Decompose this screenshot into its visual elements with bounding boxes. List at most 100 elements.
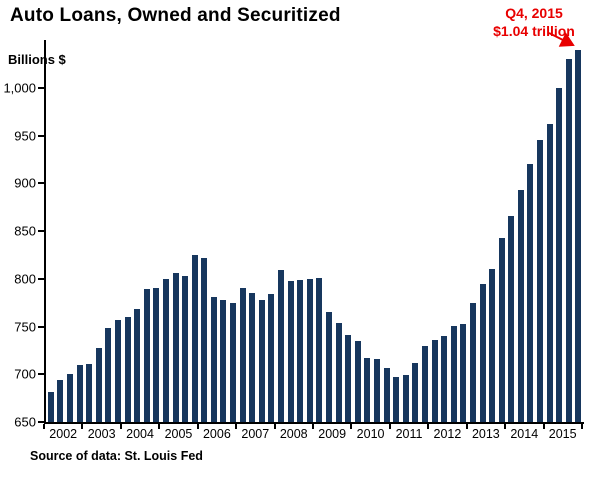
y-axis-title: Billions $ <box>8 52 66 67</box>
y-tick-mark-850 <box>38 230 44 232</box>
x-axis-label-2012: 2012 <box>433 427 462 441</box>
bar-2006-q3 <box>220 299 227 422</box>
y-tick-mark-750 <box>38 325 44 328</box>
bar-2002-q1 <box>47 392 54 422</box>
y-tick-mark-1000 <box>38 86 44 89</box>
bar-2005-q1 <box>162 278 169 422</box>
x-axis-label-2005: 2005 <box>164 427 193 441</box>
y-tick-mark-950 <box>38 134 44 137</box>
x-axis-label-2011: 2011 <box>395 427 423 441</box>
x-axis-label-2014: 2014 <box>510 427 539 441</box>
bar-2012-q4 <box>460 323 467 422</box>
bar-2005-q4 <box>191 254 198 422</box>
x-tick-mark-7 <box>312 424 314 429</box>
bar-2008-q1 <box>278 270 285 422</box>
bar-2008-q2 <box>287 280 294 422</box>
plot-area <box>44 40 584 424</box>
bar-2002-q2 <box>57 379 64 422</box>
bar-series <box>46 40 584 422</box>
bar-2007-q4 <box>268 294 275 422</box>
x-axis-label-2006: 2006 <box>202 427 231 441</box>
bar-2002-q4 <box>76 364 83 422</box>
bar-2007-q3 <box>258 299 265 422</box>
x-tick-mark-10 <box>427 424 430 429</box>
bar-2008-q3 <box>297 279 304 422</box>
bar-2015-q2 <box>556 87 563 422</box>
y-tick-mark-700 <box>38 373 44 376</box>
bar-2004-q2 <box>134 309 141 422</box>
highlight-annotation-value: $1.04 trillion <box>493 23 575 40</box>
bar-2010-q4 <box>383 367 390 422</box>
bar-2010-q3 <box>373 358 380 422</box>
bar-2004-q4 <box>153 288 160 422</box>
bar-2015-q1 <box>546 124 553 422</box>
source-note: Source of data: St. Louis Fed <box>30 449 203 463</box>
bar-2009-q2 <box>326 312 333 422</box>
x-tick-mark-12 <box>504 424 507 429</box>
bar-2014-q3 <box>527 164 534 422</box>
bar-2013-q2 <box>479 283 486 422</box>
bar-2013-q4 <box>498 237 505 422</box>
y-tick-label-850: 850 <box>14 223 36 239</box>
bar-2005-q3 <box>182 275 189 422</box>
bar-2003-q3 <box>105 328 112 422</box>
x-tick-mark-8 <box>350 424 353 429</box>
x-tick-mark-3 <box>158 424 161 429</box>
bar-2007-q1 <box>239 288 246 422</box>
bar-2011-q2 <box>402 375 409 422</box>
x-axis-label-2010: 2010 <box>356 427 385 441</box>
bar-2007-q2 <box>249 293 256 422</box>
x-axis-label-2004: 2004 <box>126 427 154 441</box>
bar-2011-q4 <box>421 345 428 422</box>
bar-2009-q3 <box>335 322 342 422</box>
x-tick-mark-14 <box>581 424 583 429</box>
x-axis-label-2008: 2008 <box>279 427 308 441</box>
y-tick-label-950: 950 <box>14 128 36 143</box>
y-tick-label-1000: 1,000 <box>3 80 36 96</box>
x-tick-mark-11 <box>465 424 468 429</box>
y-tick-mark-900 <box>38 182 44 185</box>
bar-2015-q4 <box>575 49 582 422</box>
bar-2003-q4 <box>114 319 121 422</box>
x-tick-mark-6 <box>273 424 276 429</box>
x-axis-label-2003: 2003 <box>87 427 116 441</box>
y-tick-label-900: 900 <box>14 175 36 191</box>
bar-2014-q1 <box>508 215 515 422</box>
bar-2004-q3 <box>143 289 150 422</box>
bar-2002-q3 <box>66 374 73 422</box>
x-axis-label-2015: 2015 <box>548 427 577 441</box>
bar-2010-q1 <box>354 340 361 422</box>
x-tick-mark-13 <box>542 424 545 429</box>
bar-2012-q3 <box>450 325 457 422</box>
bar-2005-q2 <box>172 273 179 422</box>
bar-2003-q1 <box>86 363 93 422</box>
bar-2008-q4 <box>306 278 313 422</box>
bar-2011-q3 <box>412 362 419 422</box>
x-axis-label-2013: 2013 <box>471 427 500 441</box>
y-tick-mark-800 <box>38 277 44 280</box>
bar-2013-q1 <box>469 302 476 422</box>
bar-2009-q4 <box>345 335 352 422</box>
chart-title: Auto Loans, Owned and Securitized <box>10 5 341 26</box>
y-tick-label-650: 650 <box>14 414 36 430</box>
x-tick-mark-0 <box>43 424 45 429</box>
x-tick-mark-9 <box>388 424 391 429</box>
bar-2004-q1 <box>124 316 131 422</box>
bar-2006-q4 <box>230 302 237 422</box>
highlight-annotation-quarter: Q4, 2015 <box>505 5 563 21</box>
bar-2006-q1 <box>201 257 208 422</box>
bar-2014-q2 <box>517 189 524 422</box>
bar-2012-q1 <box>431 339 438 422</box>
x-tick-mark-2 <box>119 424 122 429</box>
x-axis-label-2002: 2002 <box>49 427 78 441</box>
bar-2012-q2 <box>441 336 448 422</box>
y-tick-label-750: 750 <box>14 319 36 334</box>
x-tick-mark-4 <box>196 424 199 429</box>
bar-2011-q1 <box>393 377 400 422</box>
highlight-annotation: Q4, 2015 $1.04 trillion <box>474 4 594 40</box>
y-tick-mark-650 <box>38 421 44 423</box>
x-tick-mark-1 <box>81 424 84 429</box>
y-tick-label-800: 800 <box>14 271 36 287</box>
bar-2006-q2 <box>210 296 217 422</box>
